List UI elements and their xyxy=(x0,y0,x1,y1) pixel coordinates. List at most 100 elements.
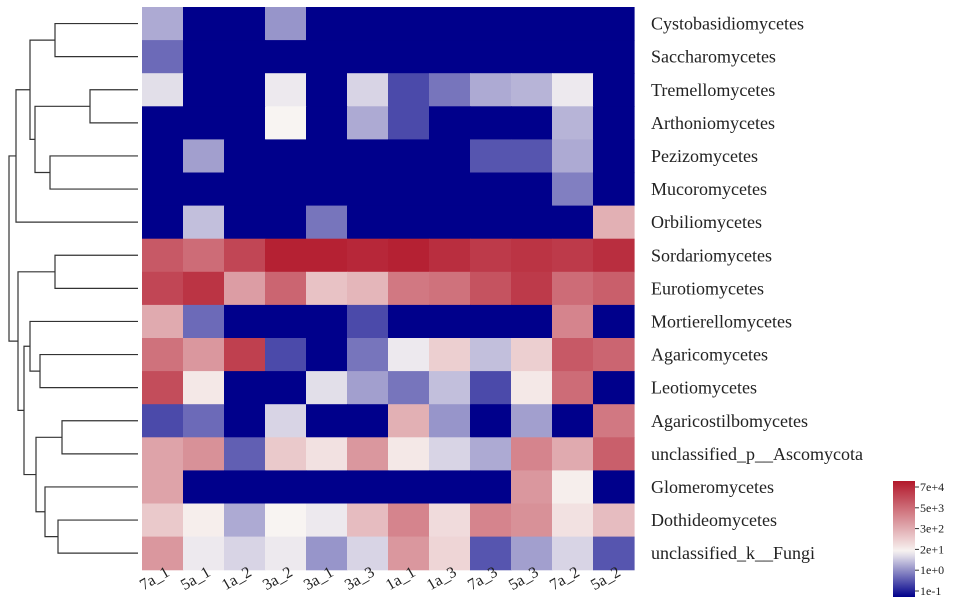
heatmap-cell xyxy=(347,404,389,438)
heatmap-cell xyxy=(552,470,594,505)
heatmap-cell xyxy=(265,536,307,571)
heatmap-cell xyxy=(347,437,389,471)
heatmap-cell xyxy=(265,7,307,41)
heatmap-cell xyxy=(265,205,307,240)
heatmap-cell xyxy=(470,7,512,41)
heatmap-cell xyxy=(347,536,389,571)
heatmap-cell xyxy=(142,404,184,438)
heatmap-cell xyxy=(183,470,225,505)
heatmap-cell xyxy=(552,106,594,140)
row-label: Sordariomycetes xyxy=(651,245,772,265)
heatmap-cell xyxy=(593,139,635,174)
heatmap-cell xyxy=(511,304,553,339)
heatmap-cell xyxy=(511,503,553,538)
heatmap-cell xyxy=(593,503,635,538)
heatmap-cell xyxy=(224,503,266,538)
heatmap-cell xyxy=(511,470,553,505)
heatmap-cell xyxy=(593,338,635,372)
heatmap-cell xyxy=(511,7,553,41)
heatmap-cell xyxy=(593,238,635,273)
heatmap-cell xyxy=(306,536,348,571)
heatmap-cell xyxy=(265,271,307,306)
heatmap-cell xyxy=(347,205,389,240)
heatmap-cell xyxy=(552,404,594,438)
heatmap-cell xyxy=(429,470,471,505)
color-legend: 7e+4 5e+3 3e+2 2e+1 1e+0 1e-1 xyxy=(893,480,944,598)
heatmap-cell xyxy=(388,338,430,372)
heatmap-cell xyxy=(388,271,430,306)
row-label: Eurotiomycetes xyxy=(651,278,764,298)
heatmap-cell xyxy=(347,139,389,174)
heatmap-cell xyxy=(552,172,594,207)
heatmap-cell xyxy=(224,371,266,405)
heatmap-cell xyxy=(388,106,430,140)
heatmap-cell xyxy=(224,7,266,41)
heatmap-cell xyxy=(511,40,553,74)
heatmap-cell xyxy=(265,503,307,538)
heatmap-cells xyxy=(142,7,635,571)
heatmap-cell xyxy=(306,404,348,438)
row-label: Agaricomycetes xyxy=(651,345,768,365)
heatmap-cell xyxy=(470,172,512,207)
heatmap-cell xyxy=(183,238,225,273)
dendrogram-link xyxy=(35,436,62,513)
heatmap-cell xyxy=(388,7,430,41)
heatmap-cell xyxy=(306,7,348,41)
heatmap-cell xyxy=(306,73,348,107)
heatmap-cell xyxy=(470,470,512,505)
heatmap-cell xyxy=(224,172,266,207)
heatmap-cell xyxy=(552,40,594,74)
heatmap-cell xyxy=(183,338,225,372)
row-label: Saccharomycetes xyxy=(651,47,776,67)
heatmap-cell xyxy=(429,238,471,273)
heatmap-cell xyxy=(552,205,594,240)
heatmap-cell xyxy=(347,106,389,140)
heatmap-cell xyxy=(224,304,266,339)
heatmap-cell xyxy=(306,205,348,240)
heatmap-cell xyxy=(142,106,184,140)
heatmap-cell xyxy=(265,470,307,505)
heatmap-cell xyxy=(347,172,389,207)
heatmap-cell xyxy=(142,338,184,372)
heatmap-cell xyxy=(183,503,225,538)
legend-tick-label: 2e+1 xyxy=(920,542,944,556)
heatmap-cell xyxy=(593,437,635,471)
heatmap-cell xyxy=(265,338,307,372)
heatmap-cell xyxy=(552,371,594,405)
heatmap-cell xyxy=(470,437,512,471)
heatmap-cell xyxy=(142,73,184,107)
heatmap-cell xyxy=(306,172,348,207)
heatmap-cell xyxy=(593,404,635,438)
heatmap-cell xyxy=(388,139,430,174)
heatmap-cell xyxy=(183,172,225,207)
legend-tick-label: 3e+2 xyxy=(920,522,944,536)
heatmap-cell xyxy=(183,371,225,405)
heatmap-cell xyxy=(306,338,348,372)
heatmap-cell xyxy=(388,40,430,74)
dendrogram-link xyxy=(29,39,55,140)
heatmap-cell xyxy=(306,40,348,74)
heatmap-cell xyxy=(347,304,389,339)
dendrogram-link xyxy=(61,420,138,455)
dendrogram-link xyxy=(54,254,138,289)
heatmap-cell xyxy=(142,371,184,405)
heatmap-cell xyxy=(142,172,184,207)
heatmap-cell xyxy=(511,139,553,174)
heatmap-cell xyxy=(429,40,471,74)
heatmap-cell xyxy=(593,371,635,405)
heatmap-cell xyxy=(142,503,184,538)
row-label: Cystobasidiomycetes xyxy=(651,14,804,34)
heatmap-cell xyxy=(593,205,635,240)
heatmap-cell xyxy=(593,304,635,339)
heatmap-cell xyxy=(306,437,348,471)
heatmap-cell xyxy=(388,470,430,505)
heatmap-cell xyxy=(429,437,471,471)
row-label: Agaricostilbomycetes xyxy=(651,411,808,431)
heatmap-cell xyxy=(142,536,184,571)
heatmap-cell xyxy=(306,503,348,538)
heatmap-cell xyxy=(511,404,553,438)
heatmap-cell xyxy=(183,7,225,41)
legend-color-bar xyxy=(893,481,915,597)
